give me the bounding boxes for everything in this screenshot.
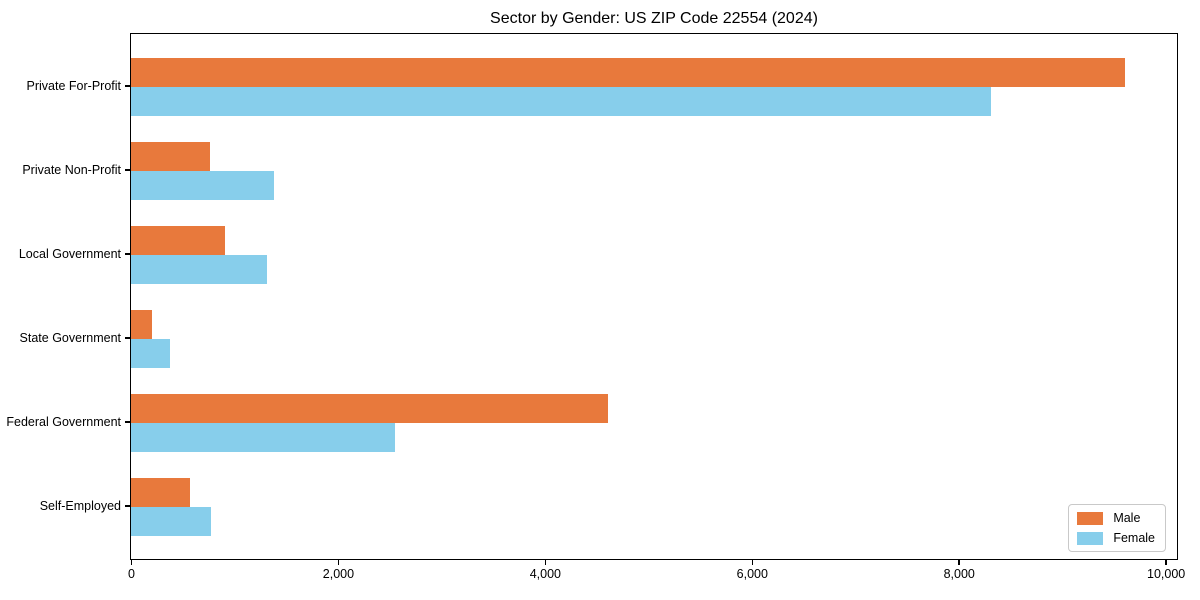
bar-male <box>131 394 608 423</box>
bar-female <box>131 507 211 536</box>
legend-item-female: Female <box>1077 531 1155 545</box>
x-tick-mark <box>958 560 960 565</box>
x-tick-label: 6,000 <box>736 567 768 581</box>
x-tick-mark <box>337 560 340 565</box>
bar-female <box>131 339 171 368</box>
female-color-swatch <box>1077 531 1104 545</box>
bar-male <box>131 58 1126 87</box>
legend: Male Female <box>1068 504 1166 552</box>
y-category-label: Private For-Profit <box>26 79 121 93</box>
x-tick-mark <box>751 560 754 565</box>
y-category-label: Federal Government <box>6 415 121 429</box>
y-category-label: State Government <box>19 331 121 345</box>
y-tick-mark <box>125 169 130 171</box>
bar-female <box>131 87 991 116</box>
y-category-label: Private Non-Profit <box>22 163 121 177</box>
y-category-label: Local Government <box>18 247 121 261</box>
x-tick-label: 4,000 <box>529 567 561 581</box>
plot-area: Male Female <box>130 33 1178 560</box>
x-tick-label: 2,000 <box>322 567 355 581</box>
x-tick-label: 0 <box>128 567 135 581</box>
bar-male <box>131 142 210 171</box>
y-tick-mark <box>125 253 130 255</box>
y-tick-mark <box>125 505 130 507</box>
y-tick-mark <box>125 85 130 87</box>
legend-label-female: Female <box>1113 531 1155 545</box>
x-tick-label: 8,000 <box>943 567 975 581</box>
bar-male <box>131 478 190 507</box>
x-tick-mark <box>1165 560 1167 565</box>
bar-female <box>131 171 274 200</box>
bar-male <box>131 226 226 255</box>
x-tick-mark <box>544 560 547 565</box>
y-tick-mark <box>125 337 130 339</box>
y-tick-mark <box>125 421 130 423</box>
chart-title: Sector by Gender: US ZIP Code 22554 (202… <box>490 10 818 27</box>
y-category-label: Self-Employed <box>39 499 121 513</box>
bar-female <box>131 255 267 284</box>
x-tick-mark <box>130 560 133 565</box>
legend-label-male: Male <box>1113 511 1141 525</box>
male-color-swatch <box>1077 511 1104 525</box>
x-tick-label: 10,000 <box>1147 567 1186 581</box>
bar-female <box>131 423 395 452</box>
legend-item-male: Male <box>1077 511 1155 525</box>
bar-male <box>131 310 152 339</box>
